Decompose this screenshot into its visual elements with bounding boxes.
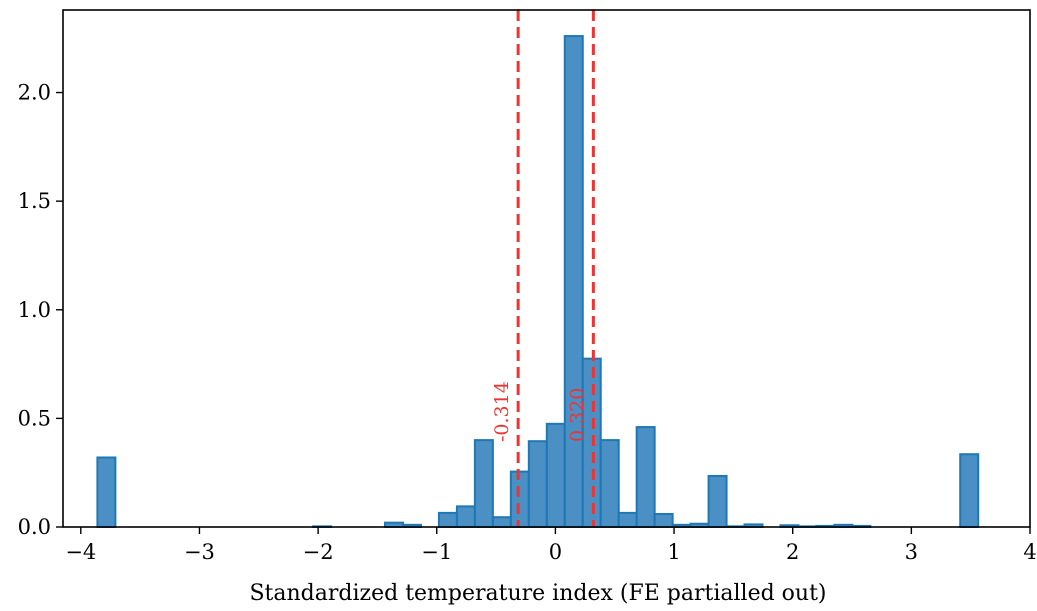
x-tick-label: 0 xyxy=(549,540,562,564)
histogram-bar xyxy=(563,35,584,528)
histogram-bar xyxy=(491,516,512,528)
y-tick-label: 2.0 xyxy=(18,81,51,105)
histogram-bar xyxy=(617,511,638,529)
x-tick-label: 1 xyxy=(667,540,680,564)
y-tick-label: 0.5 xyxy=(18,406,51,430)
histogram-bar xyxy=(527,440,548,529)
histogram-bars xyxy=(96,35,980,529)
histogram-bar xyxy=(437,511,458,529)
x-tick-label: −2 xyxy=(303,540,334,564)
histogram-bar xyxy=(653,512,674,528)
histogram-bar xyxy=(635,426,656,528)
y-tick-label: 0.0 xyxy=(18,515,51,539)
histogram-bar xyxy=(509,470,530,528)
axes: −4 −3 −2 −1 0 1 2 3 4 0.0 0.5 1.0 1.5 2.0 xyxy=(18,9,1037,564)
histogram-bar xyxy=(455,505,476,528)
histogram-bar xyxy=(473,439,494,528)
x-tick-label: 2 xyxy=(786,540,799,564)
x-tick-label: 3 xyxy=(905,540,918,564)
histogram-bar xyxy=(599,439,620,528)
plot-frame xyxy=(62,9,1031,528)
reference-line-label: 0.320 xyxy=(566,388,588,442)
histogram-bar xyxy=(545,422,566,529)
x-tick-label: 4 xyxy=(1023,540,1036,564)
x-tick-label: −3 xyxy=(184,540,215,564)
x-axis-label: Standardized temperature index (FE parti… xyxy=(249,581,826,606)
reference-line-label: -0.314 xyxy=(491,381,513,442)
reference-lines: -0.314 0.320 xyxy=(491,10,595,527)
histogram-bar xyxy=(959,453,980,529)
x-tick-label: −1 xyxy=(421,540,452,564)
histogram-bar xyxy=(707,474,728,529)
y-tick-label: 1.5 xyxy=(18,189,51,213)
histogram-bar xyxy=(96,456,117,528)
x-tick-label: −4 xyxy=(65,540,96,564)
y-tick-label: 1.0 xyxy=(18,298,51,322)
